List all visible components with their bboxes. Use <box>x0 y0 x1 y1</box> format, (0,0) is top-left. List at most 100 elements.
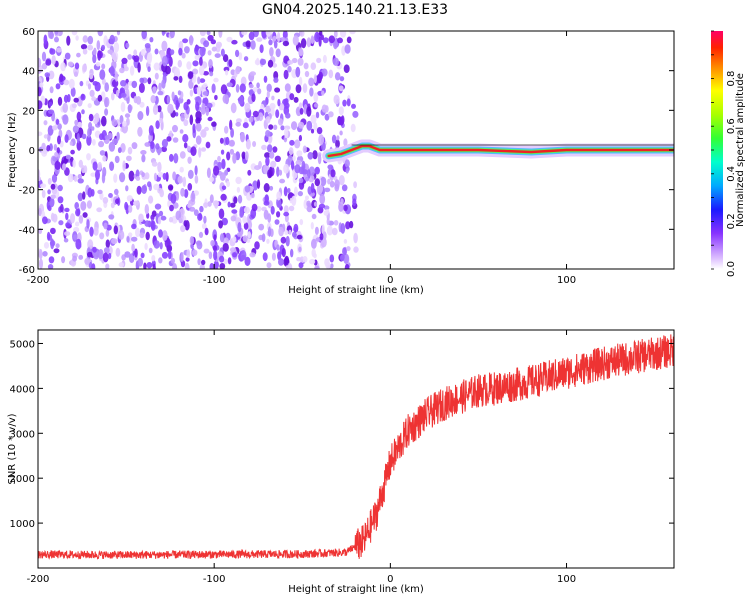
noise-speckle <box>244 102 251 113</box>
noise-speckle <box>353 246 359 253</box>
noise-speckle <box>298 121 305 129</box>
noise-speckle <box>59 73 64 83</box>
noise-speckle <box>43 242 50 249</box>
noise-speckle <box>70 149 75 155</box>
noise-speckle <box>244 256 251 266</box>
noise-speckle <box>226 82 233 87</box>
noise-speckle <box>124 201 128 211</box>
noise-speckle <box>127 146 133 155</box>
noise-speckle <box>302 255 308 263</box>
noise-speckle <box>158 117 164 124</box>
noise-speckle <box>98 140 105 148</box>
noise-speckle <box>99 232 105 240</box>
noise-speckle <box>293 186 298 198</box>
noise-speckle <box>316 57 322 64</box>
noise-speckle <box>182 134 189 143</box>
noise-speckle <box>47 264 54 269</box>
noise-speckle <box>113 225 119 235</box>
y-tick-label: 20 <box>22 106 35 117</box>
noise-speckle <box>248 115 254 123</box>
noise-speckle <box>155 143 160 150</box>
noise-speckle <box>57 123 62 130</box>
noise-speckle <box>206 167 211 179</box>
noise-speckle <box>150 220 156 231</box>
noise-speckle <box>147 77 152 85</box>
noise-speckle <box>320 176 327 187</box>
noise-speckle <box>180 187 186 197</box>
noise-speckle <box>333 31 338 38</box>
noise-speckle <box>57 196 64 204</box>
noise-speckle <box>95 169 100 181</box>
noise-speckle <box>314 178 320 187</box>
noise-speckle <box>197 258 201 266</box>
noise-speckle <box>195 135 202 145</box>
noise-speckle <box>330 169 336 178</box>
noise-speckle <box>201 259 206 265</box>
noise-speckle <box>343 204 348 212</box>
colorbar-ticks: 0.0 0.2 0.4 0.6 0.8 <box>711 30 737 277</box>
noise-speckle <box>59 140 64 148</box>
noise-speckle <box>190 192 196 203</box>
noise-speckle <box>200 105 206 115</box>
noise-speckle <box>172 124 178 133</box>
noise-speckle <box>197 76 201 85</box>
noise-speckle <box>213 234 217 241</box>
noise-speckle <box>166 95 171 105</box>
noise-speckle <box>311 238 317 249</box>
noise-speckle <box>172 202 179 209</box>
noise-speckle <box>238 96 244 105</box>
noise-speckle <box>276 166 280 177</box>
noise-speckle <box>275 48 281 58</box>
noise-speckle <box>183 101 189 111</box>
noise-speckle <box>291 155 296 162</box>
noise-speckle <box>304 176 310 182</box>
noise-speckle <box>102 155 107 162</box>
noise-speckle <box>343 253 349 264</box>
noise-speckle <box>102 252 109 263</box>
noise-speckle <box>337 37 343 44</box>
noise-speckle <box>339 76 345 82</box>
x-tick-label: 100 <box>557 275 576 286</box>
noise-speckle <box>73 226 80 233</box>
x-tick-label: 0 <box>387 574 393 585</box>
noise-speckle <box>333 220 339 226</box>
noise-speckle <box>64 134 69 143</box>
noise-speckle <box>202 91 209 96</box>
noise-speckle <box>198 231 204 238</box>
snr-frame <box>37 329 675 569</box>
noise-speckle <box>158 229 163 238</box>
noise-speckle <box>180 225 186 233</box>
y-tick-label: -40 <box>19 225 35 236</box>
noise-speckle <box>162 230 168 241</box>
noise-speckle <box>331 227 338 236</box>
noise-speckle <box>179 129 184 134</box>
noise-speckle <box>312 150 318 160</box>
y-tick-label: 1000 <box>10 519 35 530</box>
noise-speckle <box>289 93 295 101</box>
noise-speckle <box>298 48 304 56</box>
noise-speckle <box>101 63 106 70</box>
noise-speckle <box>54 36 59 43</box>
noise-speckle <box>287 65 292 73</box>
noise-speckle <box>250 40 256 50</box>
noise-speckle <box>82 191 86 200</box>
x-tick-label: -100 <box>203 574 226 585</box>
noise-speckle <box>54 161 61 170</box>
noise-speckle <box>41 148 48 157</box>
noise-speckle <box>225 136 230 146</box>
noise-speckle <box>111 92 115 101</box>
noise-speckle <box>99 69 106 80</box>
noise-speckle <box>206 31 211 36</box>
noise-speckle <box>93 114 99 120</box>
noise-speckle <box>97 31 104 37</box>
noise-speckle <box>313 92 319 103</box>
noise-speckle <box>321 104 328 113</box>
noise-speckle <box>108 141 116 152</box>
noise-speckle <box>200 147 207 152</box>
noise-speckle <box>45 59 52 66</box>
noise-speckle <box>182 38 189 44</box>
noise-speckle <box>41 51 47 62</box>
noise-speckle <box>157 161 162 173</box>
noise-speckle <box>326 217 330 226</box>
noise-speckle <box>209 263 215 269</box>
